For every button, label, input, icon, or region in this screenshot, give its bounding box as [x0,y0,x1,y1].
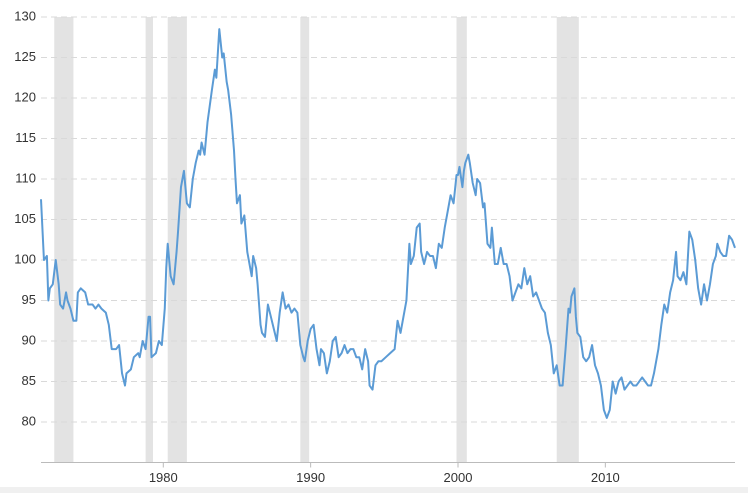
scroll-strip [0,487,748,493]
x-tick-label: 2000 [444,470,473,485]
y-tick-label: 90 [22,332,36,347]
x-tick-label: 1990 [296,470,325,485]
y-tick-label: 80 [22,413,36,428]
y-tick-label: 130 [14,8,36,23]
y-tick-label: 125 [14,49,36,64]
recession-band [456,17,467,463]
x-tick-label: 2010 [591,470,620,485]
y-tick-label: 85 [22,373,36,388]
recession-band [556,17,579,463]
y-tick-label: 95 [22,292,36,307]
y-tick-label: 115 [15,130,36,145]
y-tick-label: 120 [14,89,36,104]
y-tick-label: 110 [15,170,36,185]
recession-band [54,17,74,463]
y-tick-label: 105 [14,211,36,226]
recession-band [300,17,310,463]
x-tick-label: 1980 [149,470,178,485]
recession-band [145,17,153,463]
y-tick-label: 100 [14,251,36,266]
series-line [40,28,736,419]
